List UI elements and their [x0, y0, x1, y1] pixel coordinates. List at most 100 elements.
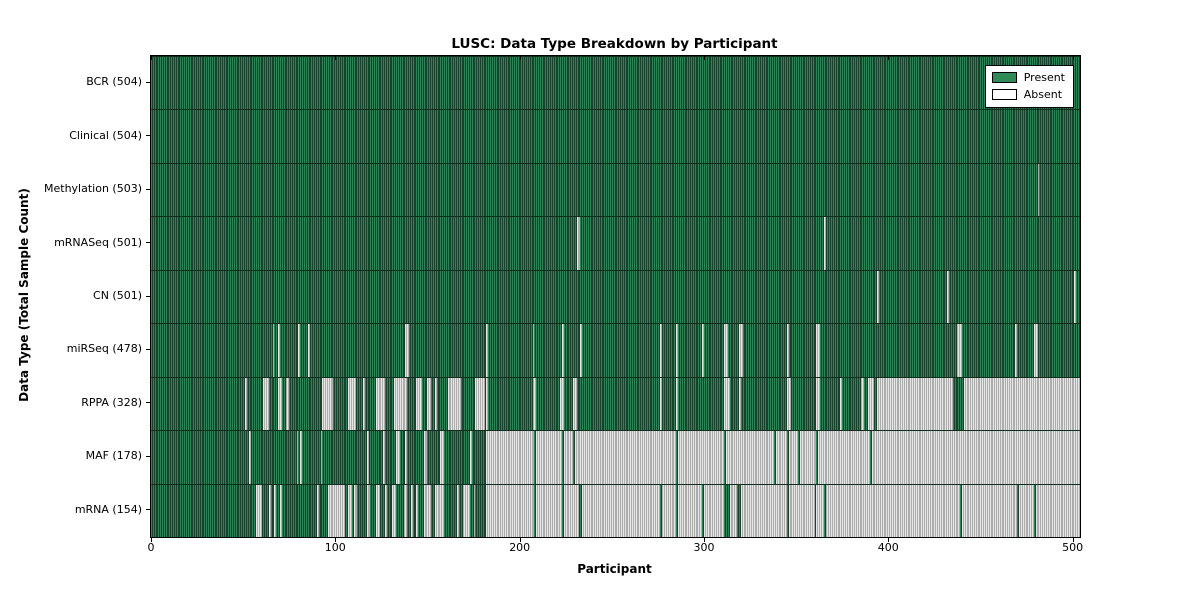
cell-present [720, 217, 723, 270]
cell-present [458, 163, 461, 217]
cell-present [678, 217, 680, 270]
cell-present [786, 484, 789, 537]
cell-present [274, 163, 277, 217]
cell-present [475, 110, 478, 163]
cell-present [667, 217, 669, 270]
cell-present [759, 324, 762, 377]
cell-present [156, 270, 159, 324]
cell-absent [925, 484, 927, 537]
cell-present [364, 270, 367, 324]
cell-present [368, 217, 371, 270]
cell-present [703, 163, 706, 217]
cell-present [558, 270, 561, 324]
cell-present [267, 57, 269, 110]
cell-present [501, 217, 504, 270]
cell-present [267, 110, 269, 163]
cell-present [574, 57, 577, 110]
cell-present [488, 57, 491, 110]
cell-present [265, 431, 268, 484]
cell-present [466, 217, 469, 270]
cell-absent [941, 431, 944, 484]
cell-present [698, 163, 701, 217]
cell-present [1043, 270, 1045, 324]
cell-present [329, 217, 332, 270]
cell-present [602, 163, 605, 217]
cell-absent [477, 377, 480, 431]
cell-present [287, 110, 290, 163]
cell-present [530, 217, 533, 270]
cell-present [493, 324, 496, 377]
cell-present [294, 324, 297, 377]
cell-present [272, 431, 275, 484]
cell-present [409, 431, 411, 484]
cell-present [379, 110, 382, 163]
cell-present [261, 270, 264, 324]
cell-absent [950, 484, 953, 537]
cell-present [449, 110, 452, 163]
cell-present [899, 57, 902, 110]
cell-present [1052, 163, 1055, 217]
cell-absent [681, 431, 684, 484]
cell-present [480, 484, 483, 537]
x-tick-mark-top [335, 56, 337, 60]
cell-present [969, 163, 972, 217]
cell-present [151, 110, 153, 163]
cell-present [504, 270, 507, 324]
cell-present [879, 57, 881, 110]
cell-absent [950, 431, 953, 484]
cell-absent [783, 484, 786, 537]
cell-present [186, 377, 188, 431]
cell-present [985, 324, 988, 377]
cell-present [300, 110, 303, 163]
cell-present [685, 110, 688, 163]
matrix-row-methylation [151, 162, 1080, 217]
cell-present [833, 110, 835, 163]
cell-present [680, 217, 682, 270]
cell-present [440, 57, 443, 110]
cell-present [615, 270, 618, 324]
cell-present [1063, 110, 1066, 163]
cell-present [698, 270, 701, 324]
cell-present [291, 57, 293, 110]
cell-present [569, 324, 572, 377]
cell-absent [1068, 377, 1071, 431]
cell-present [880, 217, 883, 270]
cell-present [663, 57, 666, 110]
y-tick-label-maf: MAF (178) [85, 449, 142, 463]
cell-present [222, 431, 225, 484]
cell-absent [945, 431, 948, 484]
cell-absent [740, 431, 743, 484]
cell-present [276, 377, 279, 431]
cell-present [309, 377, 312, 431]
cell-absent [910, 431, 913, 484]
cell-absent [954, 484, 957, 537]
cell-present [799, 377, 802, 431]
cell-present [685, 217, 688, 270]
cell-present [637, 217, 640, 270]
cell-present [971, 163, 974, 217]
cell-present [939, 217, 942, 270]
cell-present [374, 163, 376, 217]
cell-present [646, 324, 649, 377]
cell-present [606, 377, 609, 431]
cell-present [421, 377, 424, 431]
cell-present [600, 217, 603, 270]
cell-present [554, 324, 557, 377]
cell-present [403, 324, 406, 377]
cell-present [774, 217, 776, 270]
cell-present [342, 324, 345, 377]
cell-present [740, 57, 743, 110]
cell-present [241, 324, 244, 377]
cell-present [860, 57, 863, 110]
cell-present [573, 163, 575, 217]
cell-present [198, 110, 201, 163]
cell-present [733, 163, 736, 217]
cell-present [477, 57, 480, 110]
cell-present [490, 217, 492, 270]
cell-present [267, 324, 269, 377]
cell-present [991, 110, 994, 163]
cell-present [315, 324, 317, 377]
cell-present [980, 217, 983, 270]
cell-present [433, 57, 435, 110]
cell-present [945, 163, 948, 217]
